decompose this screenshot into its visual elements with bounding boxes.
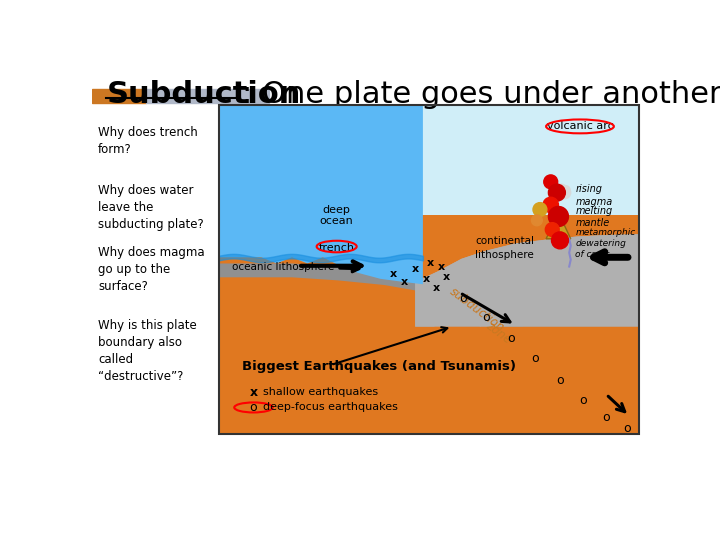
Circle shape bbox=[545, 222, 559, 237]
Text: x: x bbox=[427, 259, 434, 268]
Circle shape bbox=[552, 232, 568, 249]
Text: x: x bbox=[249, 386, 258, 399]
Circle shape bbox=[553, 186, 561, 193]
Bar bbox=[92, 90, 145, 103]
Circle shape bbox=[543, 197, 559, 213]
Text: rising
magma: rising magma bbox=[575, 185, 613, 207]
Text: Why is this plate
boundary also
called
“destructive”?: Why is this plate boundary also called “… bbox=[98, 319, 197, 383]
Circle shape bbox=[549, 206, 568, 226]
Text: o: o bbox=[459, 292, 467, 306]
Text: zone: zone bbox=[483, 319, 513, 347]
Text: : One plate goes under another: : One plate goes under another bbox=[242, 80, 720, 109]
Bar bbox=[219, 105, 639, 434]
Text: x: x bbox=[401, 277, 408, 287]
Text: x: x bbox=[423, 274, 430, 284]
Text: Biggest Earthquakes (and Tsunamis): Biggest Earthquakes (and Tsunamis) bbox=[242, 360, 516, 373]
Circle shape bbox=[556, 184, 567, 195]
Bar bbox=[219, 105, 639, 434]
Text: melting
mantle: melting mantle bbox=[575, 206, 613, 228]
Text: o: o bbox=[531, 353, 539, 366]
Text: x: x bbox=[390, 269, 397, 279]
Text: o: o bbox=[250, 401, 257, 414]
Circle shape bbox=[544, 175, 558, 189]
Text: Why does water
leave the
subducting plate?: Why does water leave the subducting plat… bbox=[98, 184, 204, 231]
Polygon shape bbox=[434, 296, 639, 434]
Polygon shape bbox=[415, 234, 639, 327]
Text: x: x bbox=[433, 283, 439, 293]
Text: o: o bbox=[603, 411, 610, 424]
Polygon shape bbox=[219, 264, 639, 427]
Text: deep
ocean: deep ocean bbox=[320, 205, 354, 226]
Text: Why does magma
go up to the
surface?: Why does magma go up to the surface? bbox=[98, 246, 204, 293]
Text: trench: trench bbox=[319, 244, 355, 253]
Text: x: x bbox=[412, 264, 419, 274]
Circle shape bbox=[549, 184, 565, 201]
Text: o: o bbox=[482, 311, 490, 324]
Bar bbox=[145, 90, 269, 103]
Text: x: x bbox=[438, 261, 445, 272]
Text: volcanic arc: volcanic arc bbox=[546, 122, 613, 131]
Circle shape bbox=[553, 189, 564, 200]
Circle shape bbox=[531, 215, 542, 226]
Polygon shape bbox=[415, 234, 639, 327]
Text: x: x bbox=[442, 272, 449, 282]
Polygon shape bbox=[219, 105, 423, 284]
Circle shape bbox=[559, 186, 571, 199]
Polygon shape bbox=[546, 213, 571, 239]
Text: metamorphic
dewatering
of crust: metamorphic dewatering of crust bbox=[575, 228, 636, 259]
Bar bbox=[219, 105, 639, 215]
Text: oceanic lithosphere: oceanic lithosphere bbox=[232, 261, 359, 272]
Text: o: o bbox=[580, 394, 587, 407]
Text: subduction: subduction bbox=[447, 285, 507, 334]
Text: o: o bbox=[556, 374, 564, 387]
Text: Subduction: Subduction bbox=[107, 80, 302, 109]
Circle shape bbox=[562, 186, 570, 193]
Text: deep-focus earthquakes: deep-focus earthquakes bbox=[263, 402, 397, 413]
Circle shape bbox=[533, 202, 547, 217]
Text: continental
lithosphere: continental lithosphere bbox=[475, 237, 534, 260]
Text: o: o bbox=[623, 422, 631, 435]
Text: o: o bbox=[508, 332, 516, 345]
Text: shallow earthquakes: shallow earthquakes bbox=[263, 387, 378, 397]
Text: Why does trench
form?: Why does trench form? bbox=[98, 126, 198, 157]
